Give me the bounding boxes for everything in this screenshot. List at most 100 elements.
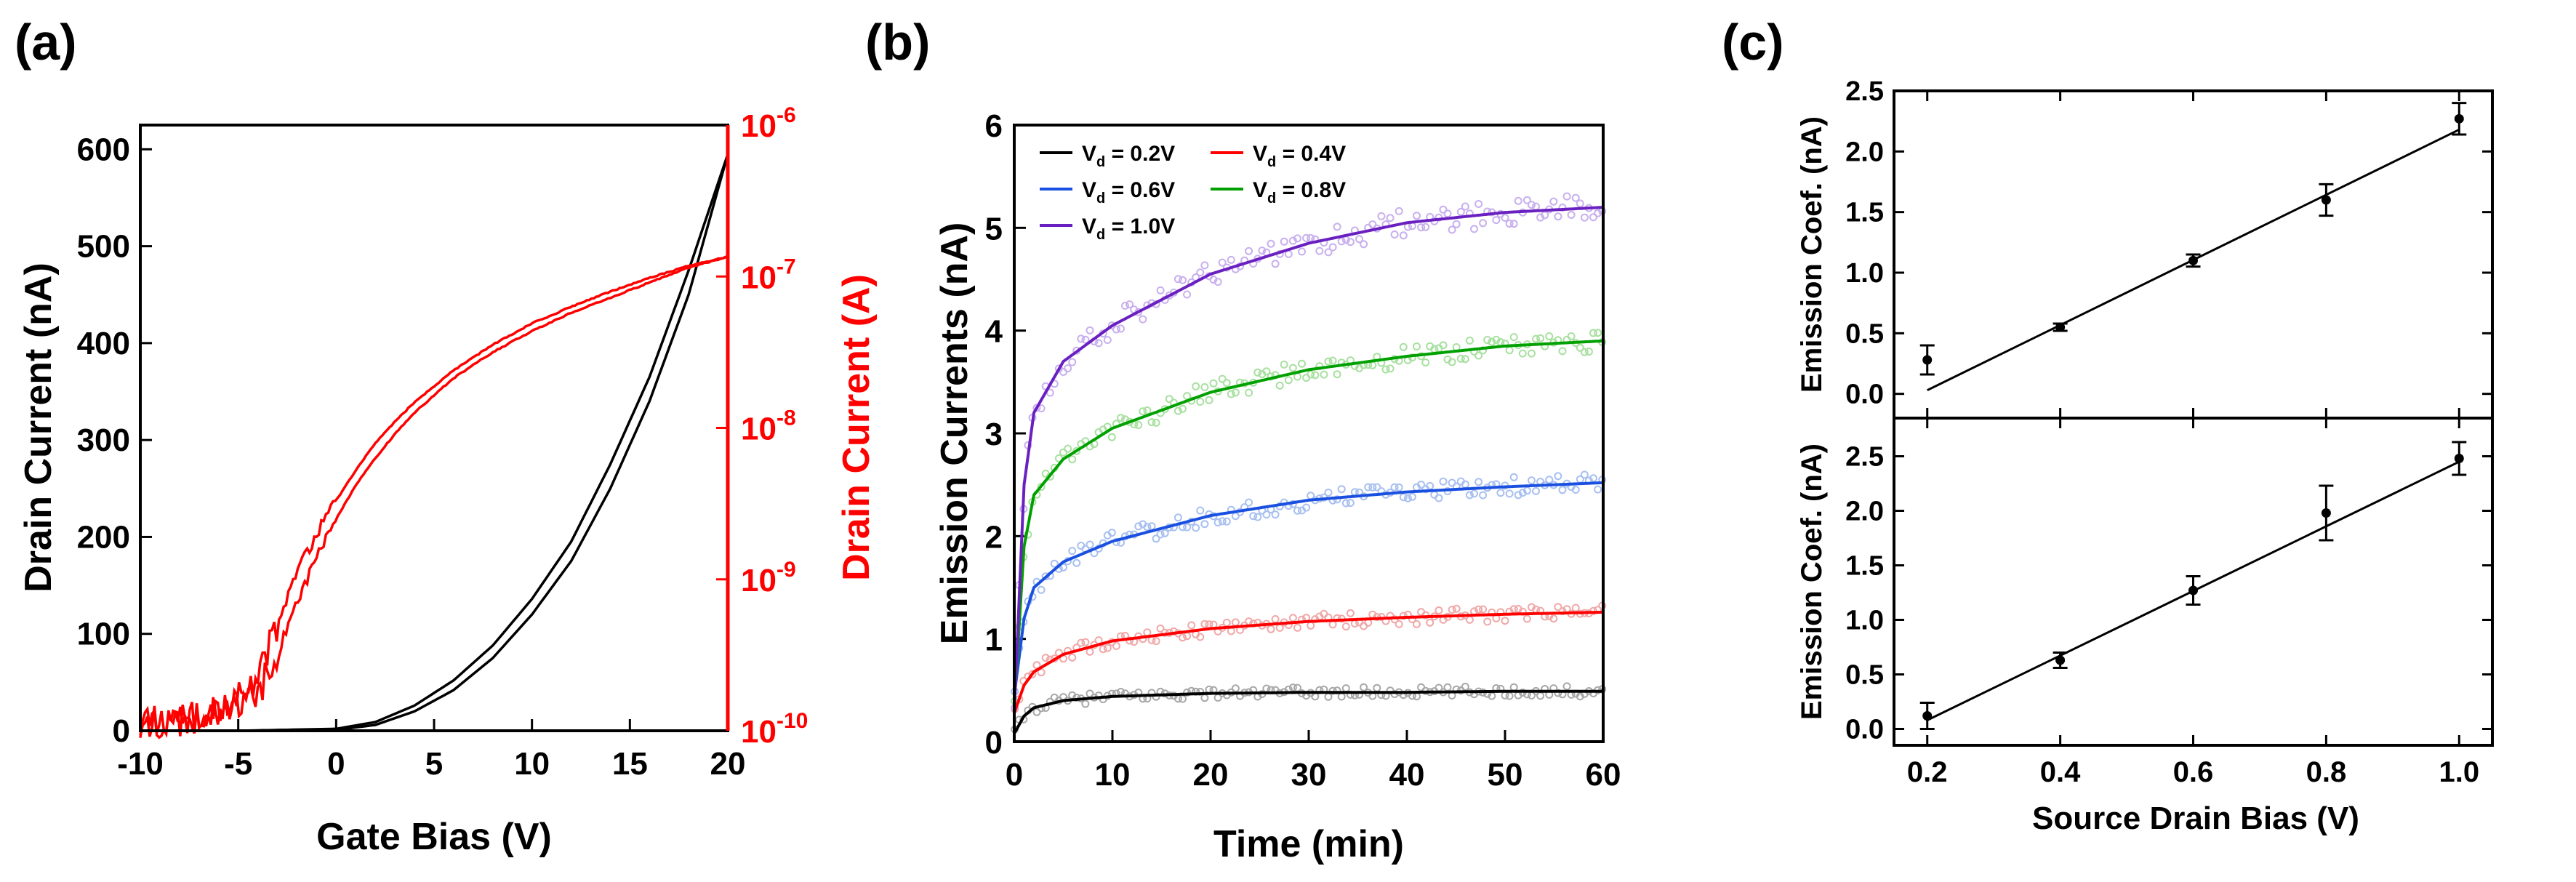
chart-b-point xyxy=(1355,235,1363,244)
chart-b-point xyxy=(1152,692,1160,701)
chart-b-point xyxy=(1337,692,1346,701)
chart-b-xtick-label: 50 xyxy=(1488,757,1523,793)
chart-b-point xyxy=(1267,239,1275,248)
chart-c-bottom-point xyxy=(2055,655,2066,665)
chart-c-bottom-frame xyxy=(1893,417,2494,747)
chart-b-point xyxy=(1576,343,1584,352)
chart-b-point xyxy=(1107,433,1116,441)
chart-b-point xyxy=(1390,483,1399,492)
chart-b-point xyxy=(1173,406,1182,415)
chart-b-point xyxy=(1245,246,1253,255)
chart-b-point xyxy=(1328,620,1337,629)
chart-b-ytick-label: 0 xyxy=(985,725,1003,761)
chart-b-point xyxy=(1452,604,1461,613)
chart-a-ytick-label: 0 xyxy=(113,713,130,749)
chart-b-point xyxy=(1528,201,1536,209)
chart-b-point xyxy=(1147,418,1156,427)
chart-b-points-2 xyxy=(1011,470,1607,696)
chart-b-point xyxy=(1360,622,1368,630)
chart-b-point xyxy=(1218,258,1227,267)
chart-b-point xyxy=(1227,255,1235,264)
chart-b-point xyxy=(1558,347,1567,356)
chart-b-ytick-label: 4 xyxy=(985,314,1003,350)
chart-b-marks: 0 10 20 30 40 50 60 0 1 2 3 4 5 6 Vd = 0.2V Vd = 0.4V Vd… xyxy=(985,108,1621,793)
chart-c-top-ytick-label: 0.0 xyxy=(1845,380,1884,410)
chart-c-top-point xyxy=(1922,355,1933,365)
chart-a-ytick-label: 200 xyxy=(77,519,130,555)
chart-b-point xyxy=(1443,683,1452,691)
chart-b-point xyxy=(1562,682,1571,691)
chart-b-xtick-label: 20 xyxy=(1193,757,1229,793)
chart-b-point xyxy=(1086,689,1094,698)
chart-b-point xyxy=(1426,481,1435,490)
chart-b-point xyxy=(1072,694,1081,702)
chart-b-point xyxy=(1426,618,1435,627)
chart-b-point xyxy=(1594,209,1602,217)
chart-b-point xyxy=(1399,231,1408,240)
chart-b-point xyxy=(1196,633,1205,641)
chart-b-point xyxy=(1337,237,1346,246)
chart-c-top-ytick-label: 0.5 xyxy=(1845,318,1884,349)
chart-b-point xyxy=(1267,625,1275,633)
chart-b-point xyxy=(1439,205,1448,214)
chart-b-point xyxy=(1200,261,1209,270)
chart-c-bottom-ytick-label: 1.5 xyxy=(1845,551,1884,582)
chart-b-point xyxy=(1479,605,1488,614)
chart-b-point xyxy=(1390,230,1399,238)
chart-b-point xyxy=(1262,367,1271,376)
chart-b-point xyxy=(1147,522,1156,531)
chart-a-xtick-label: 10 xyxy=(514,746,550,782)
chart-b-point xyxy=(1139,315,1147,324)
chart-c-top-ylabel: Emission Coef. (nA) xyxy=(1796,116,1828,393)
chart-b-point xyxy=(1213,278,1222,286)
chart-b-point xyxy=(1072,446,1081,455)
chart-b-ytick-label: 6 xyxy=(985,108,1003,144)
chart-b-point xyxy=(1222,379,1231,388)
chart-b-point xyxy=(1541,211,1549,220)
chart-b-xtick-label: 60 xyxy=(1586,757,1621,793)
chart-b-point xyxy=(1209,379,1218,388)
chart-a-ylabel: Drain Current (nA) xyxy=(17,262,60,593)
chart-b-point xyxy=(1341,499,1350,508)
chart-b-point xyxy=(1580,470,1589,479)
chart-b-frame xyxy=(1013,124,1605,743)
chart-c-top-point xyxy=(2454,113,2464,124)
chart-c-bottom-point xyxy=(2321,508,2331,518)
chart-b-point xyxy=(1160,529,1169,537)
chart-b-point xyxy=(1271,615,1280,623)
chart-b-point xyxy=(1231,684,1240,693)
chart-b-point xyxy=(1059,563,1067,572)
chart-b-point xyxy=(1218,374,1227,383)
chart-b-point xyxy=(1594,485,1602,494)
chart-b-point xyxy=(1152,637,1160,646)
chart-b-point xyxy=(1554,212,1562,221)
chart-b-point xyxy=(1470,489,1478,498)
chart-b-point xyxy=(1341,622,1350,631)
chart-c-bottom-point xyxy=(2454,454,2464,463)
chart-b-fit-line-0 xyxy=(1013,689,1603,734)
chart-b-point xyxy=(1086,326,1094,334)
chart-b-point xyxy=(1408,353,1416,362)
chart-b-point xyxy=(1364,483,1373,492)
chart-b-point xyxy=(1068,455,1077,464)
chart-c-top-ytick-label: 1.5 xyxy=(1845,198,1884,228)
chart-b-point xyxy=(1253,513,1262,521)
chart-b-point xyxy=(1536,334,1545,342)
chart-b-point xyxy=(1505,220,1514,228)
chart-b-point xyxy=(1589,474,1597,483)
chart-b-point xyxy=(1324,357,1333,366)
chart-b-point xyxy=(1465,336,1474,345)
chart-b-point xyxy=(1571,193,1580,202)
chart-b-point xyxy=(1086,647,1094,656)
chart-b-point xyxy=(1567,211,1576,219)
chart-b-point xyxy=(1505,489,1514,498)
chart-b-point xyxy=(1041,572,1050,581)
chart-b-point xyxy=(1271,260,1280,268)
chart-b-point xyxy=(1483,336,1492,344)
chart-b-point xyxy=(1417,683,1426,691)
chart-b-point xyxy=(1395,207,1403,215)
chart-b-point xyxy=(1483,617,1492,626)
chart-b-point xyxy=(1360,240,1368,249)
chart-b-point xyxy=(1324,248,1333,257)
chart-b-point xyxy=(1589,213,1597,222)
